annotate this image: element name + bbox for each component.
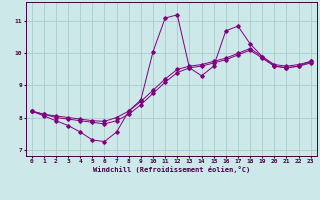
X-axis label: Windchill (Refroidissement éolien,°C): Windchill (Refroidissement éolien,°C) (92, 166, 250, 173)
